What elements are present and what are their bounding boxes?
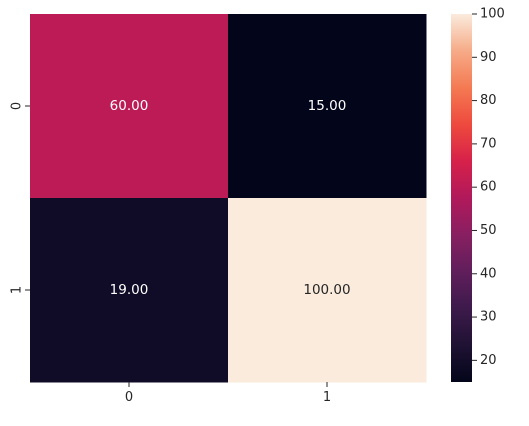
cell-label-1-0: 19.00 [110, 282, 149, 298]
y-axis: 01 [10, 102, 30, 294]
colorbar-axis: 20 30 40 50 60 70 80 90 100 [472, 7, 505, 368]
y-tick-label-1: 1 [10, 286, 25, 294]
heatmap-cell-0-1 [228, 14, 427, 199]
colorbar-tick-label-2: 40 [480, 266, 497, 281]
colorbar-tick-label-6: 80 [480, 93, 497, 108]
colorbar-tick-label-4: 60 [480, 180, 497, 195]
colorbar [451, 14, 472, 382]
heatmap-cell-0-0 [30, 14, 229, 199]
heatmap-cell-1-0 [30, 198, 229, 383]
colorbar-tick-label-3: 50 [480, 223, 497, 238]
cell-label-0-1: 15.00 [308, 98, 347, 114]
cell-label-1-1: 100.00 [303, 282, 350, 298]
colorbar-tick-label-1: 30 [480, 310, 497, 325]
heatmap-cell-labels: 60.00 15.00 19.00 100.00 [110, 98, 351, 298]
heatmap-cells [30, 14, 427, 383]
colorbar-tick-label-0: 20 [480, 353, 497, 368]
colorbar-tick-label-5: 70 [480, 136, 497, 151]
y-tick-label-0: 0 [10, 102, 25, 110]
cell-label-0-0: 60.00 [110, 98, 149, 114]
heatmap-cell-1-1 [228, 198, 427, 383]
colorbar-tick-label-8: 100 [480, 7, 505, 22]
x-tick-label-1: 1 [323, 390, 331, 405]
x-tick-label-0: 0 [125, 390, 133, 405]
colorbar-tick-label-7: 90 [480, 50, 497, 65]
